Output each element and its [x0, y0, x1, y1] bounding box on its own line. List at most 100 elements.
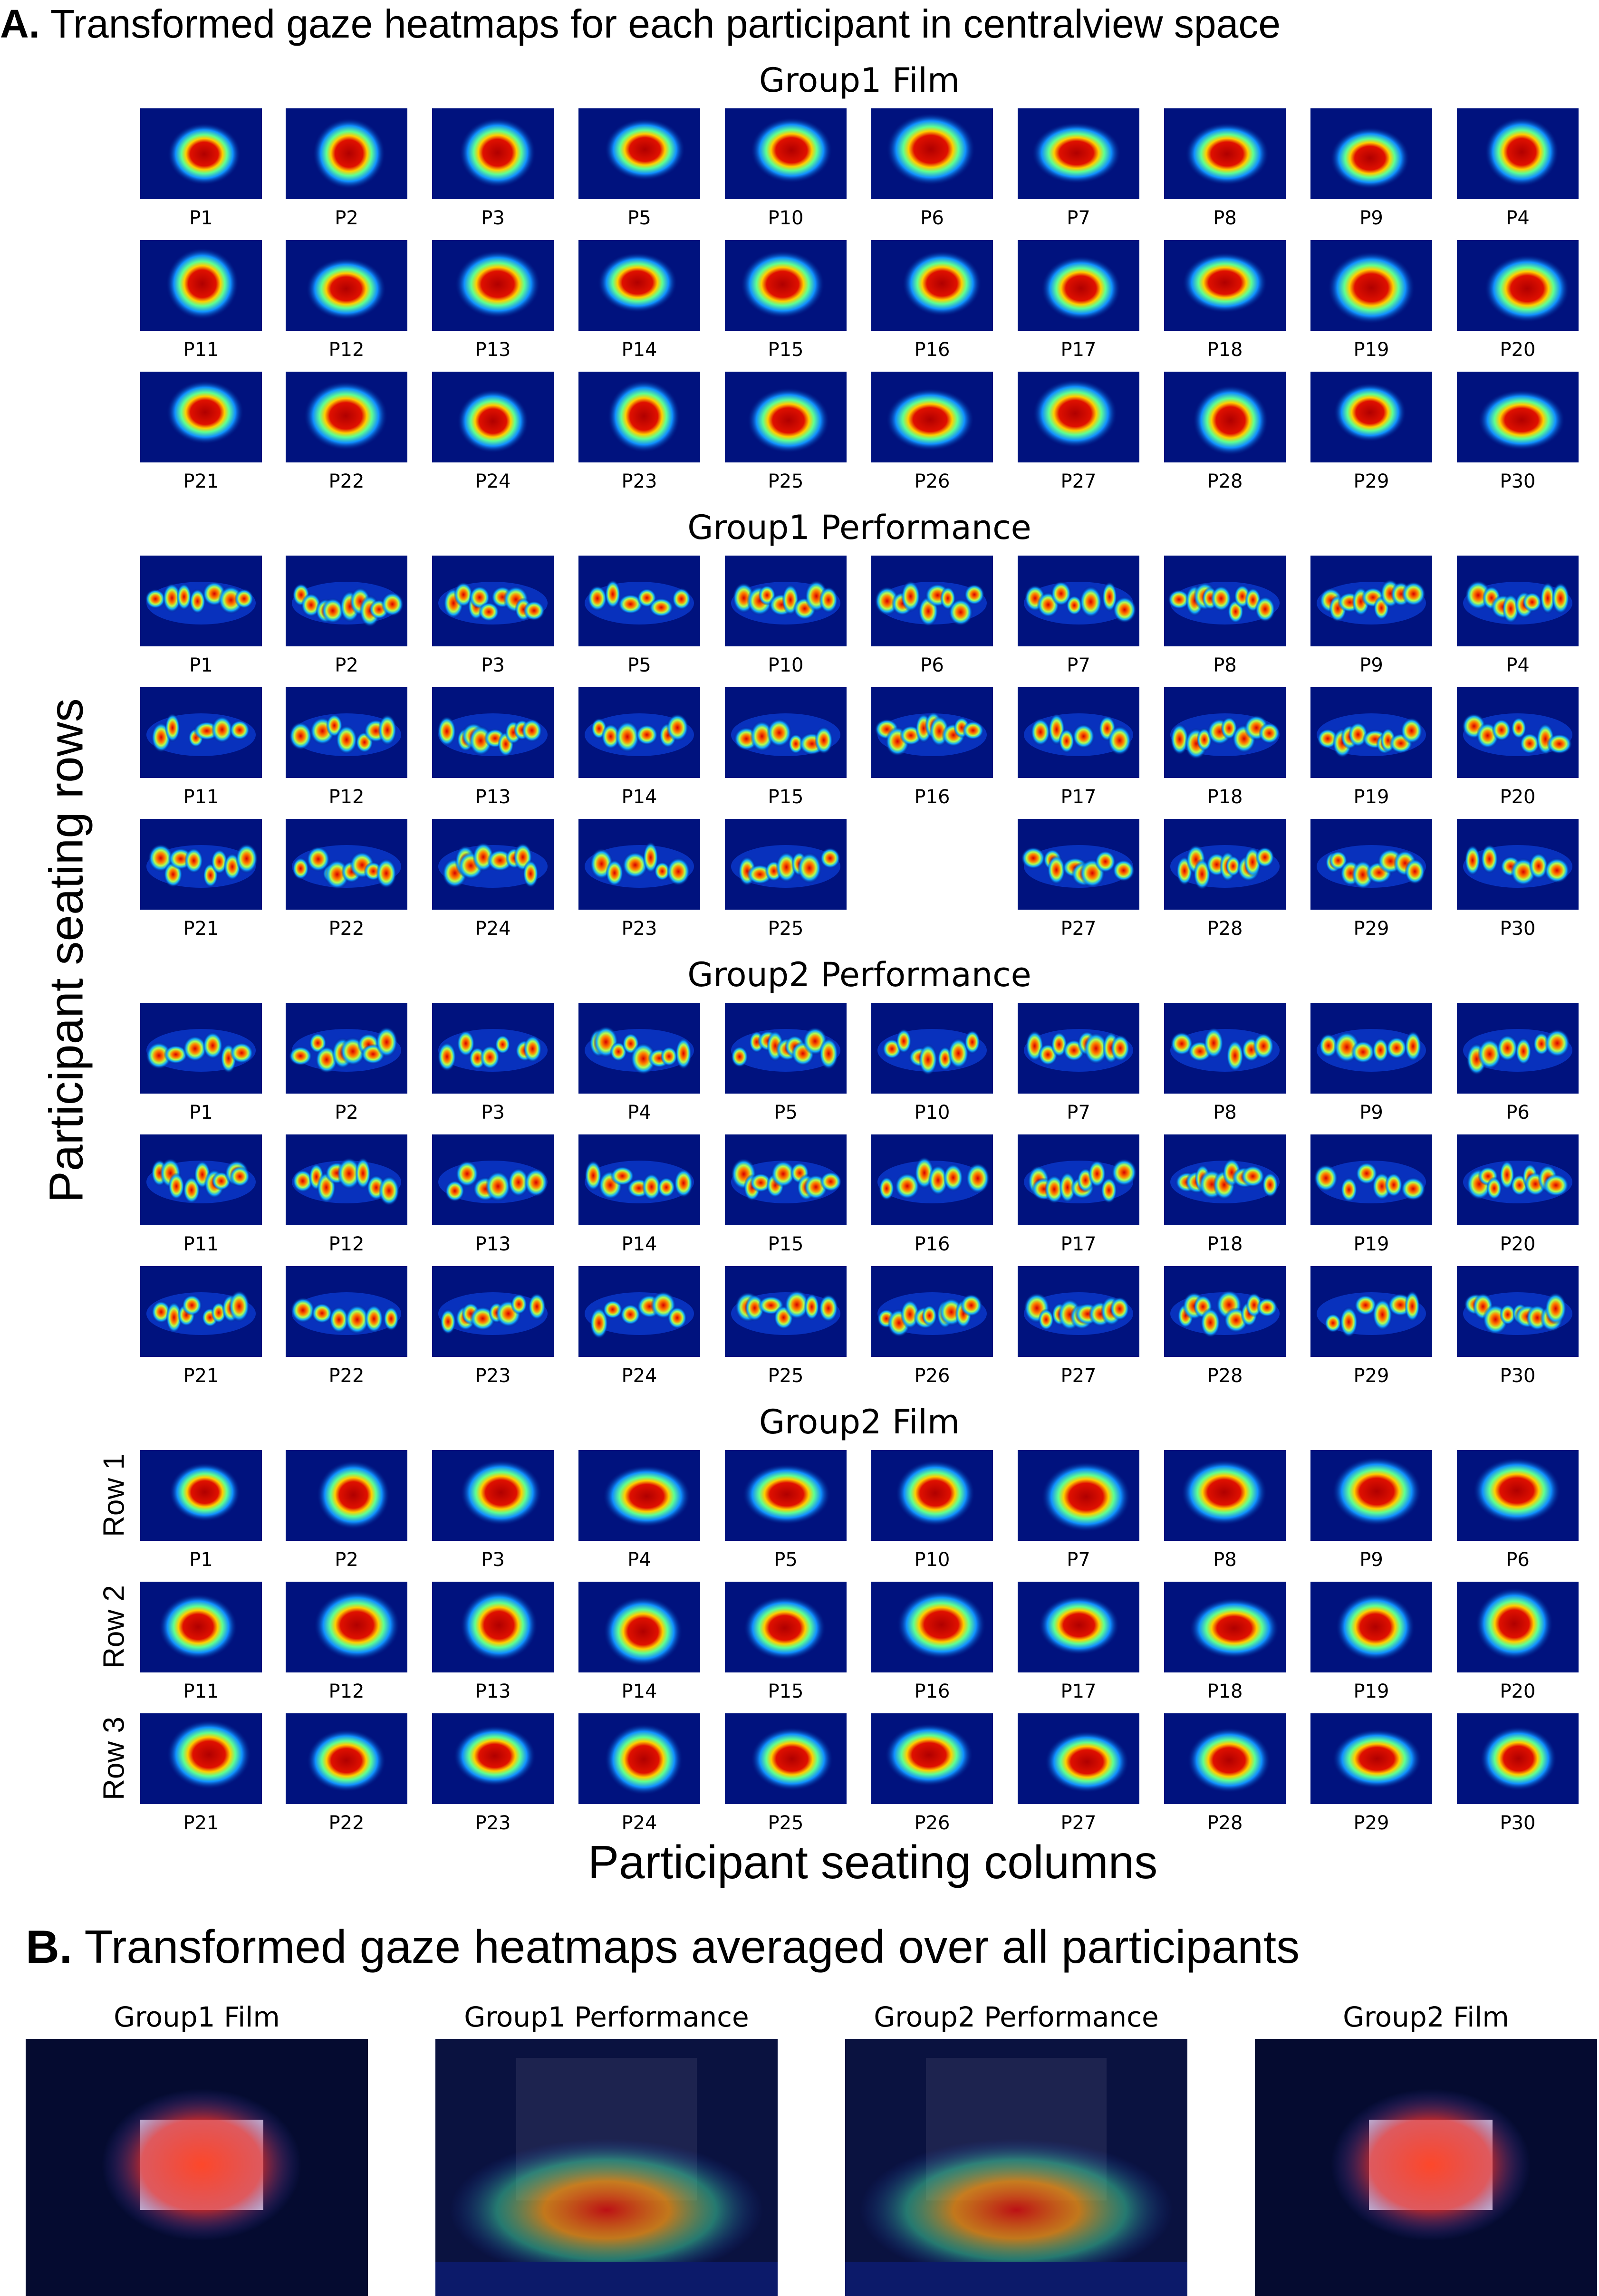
heatmap-tile [1164, 1713, 1286, 1804]
participant-label: P27 [1060, 1365, 1097, 1387]
participant-label: P5 [627, 207, 651, 229]
participant-label: P22 [328, 918, 365, 940]
heatmap-tile [725, 556, 847, 646]
heatmap-tile [140, 819, 262, 910]
participant-label: P8 [1213, 207, 1237, 229]
participant-label: P1 [189, 654, 213, 676]
heatmap-tile [432, 1450, 554, 1541]
participant-label: P24 [621, 1812, 657, 1834]
section-a-heading: A. Transformed gaze heatmaps for each pa… [0, 1, 1281, 47]
heatmap-tile [432, 1713, 554, 1804]
heatmap-tile [1018, 1582, 1139, 1672]
participant-label: P28 [1207, 1365, 1243, 1387]
heatmap-tile [140, 240, 262, 331]
participant-label: P18 [1207, 339, 1243, 361]
heatmap-tile [1457, 1582, 1579, 1672]
participant-label: P10 [914, 1549, 950, 1571]
participant-label: P20 [1500, 786, 1536, 808]
x-axis-label: Participant seating columns [588, 1836, 1158, 1888]
heatmap-tile [140, 687, 262, 778]
heatmap-tile [286, 819, 407, 910]
heatmap-tile [1457, 1713, 1579, 1804]
participant-label: P30 [1500, 1365, 1536, 1387]
average-heatmap [845, 2039, 1187, 2296]
heatmap-tile [578, 372, 700, 462]
participant-label: P3 [481, 1102, 505, 1124]
heatmap-tile [286, 1003, 407, 1094]
heatmap-tile [725, 1582, 847, 1672]
heatmap-tile [1310, 1134, 1432, 1225]
heatmap-tile [140, 1003, 262, 1094]
average-title: Group2 Film [1343, 2001, 1509, 2033]
participant-label: P4 [1506, 654, 1530, 676]
group-title: Group2 Film [759, 1403, 960, 1441]
heatmap-tile [286, 687, 407, 778]
heatmap-tile [1457, 240, 1579, 331]
heatmap-tile [286, 556, 407, 646]
heatmap-tile [1164, 240, 1286, 331]
average-title: Group2 Performance [874, 2001, 1159, 2033]
heatmap-tile [1310, 1266, 1432, 1357]
participant-label: P11 [183, 786, 219, 808]
participant-label: P27 [1060, 471, 1097, 492]
participant-label: P28 [1207, 471, 1243, 492]
participant-label: P15 [768, 1233, 804, 1255]
participant-label: P19 [1353, 1233, 1389, 1255]
heatmap-tile [725, 372, 847, 462]
heatmap-tile [1164, 372, 1286, 462]
participant-label: P9 [1359, 654, 1383, 676]
participant-label: P26 [914, 1365, 950, 1387]
heatmap-tile [432, 1582, 554, 1672]
participant-label: P11 [183, 339, 219, 361]
participant-label: P9 [1359, 1549, 1383, 1571]
heatmap-tile [432, 1266, 554, 1357]
participant-label: P10 [914, 1102, 950, 1124]
heatmap-tile [1164, 687, 1286, 778]
heatmap-tile [578, 819, 700, 910]
participant-label: P29 [1353, 1365, 1389, 1387]
heatmap-tile [871, 1450, 993, 1541]
group-title: Group1 Film [759, 61, 960, 100]
heatmap-tile [1310, 819, 1432, 910]
participant-label: P12 [328, 786, 365, 808]
heatmap-tile [1018, 108, 1139, 199]
heatmap-tile [871, 556, 993, 646]
heatmap-tile [140, 556, 262, 646]
participant-label: P4 [627, 1102, 651, 1124]
heatmap-tile [871, 1713, 993, 1804]
average-title: Group1 Film [114, 2001, 280, 2033]
participant-label: P9 [1359, 1102, 1383, 1124]
heatmap-tile [725, 687, 847, 778]
participant-label: P19 [1353, 339, 1389, 361]
heatmap-tile [578, 1450, 700, 1541]
heatmap-tile [578, 1713, 700, 1804]
heatmap-tile [578, 1266, 700, 1357]
heatmap-tile [1310, 1582, 1432, 1672]
participant-label: P18 [1207, 1233, 1243, 1255]
participant-label: P21 [183, 1812, 219, 1834]
heatmap-tile [1164, 1266, 1286, 1357]
participant-label: P10 [768, 654, 804, 676]
heatmap-tile [1018, 1003, 1139, 1094]
heatmap-tile [1018, 1450, 1139, 1541]
participant-label: P14 [621, 786, 657, 808]
participant-label: P21 [183, 918, 219, 940]
participant-label: P8 [1213, 654, 1237, 676]
participant-label: P2 [335, 1549, 358, 1571]
heatmap-tile [1457, 372, 1579, 462]
heatmap-tile [1164, 1450, 1286, 1541]
participant-label: P24 [475, 471, 511, 492]
row-label: Row 2 [97, 1585, 131, 1669]
participant-label: P17 [1060, 339, 1097, 361]
heatmap-tile [1164, 1582, 1286, 1672]
participant-label: P5 [774, 1549, 798, 1571]
heatmap-tile [725, 240, 847, 331]
participant-label: P29 [1353, 918, 1389, 940]
group-title: Group2 Performance [687, 955, 1031, 994]
participant-label: P23 [621, 918, 657, 940]
heatmap-tile [871, 108, 993, 199]
heatmap-tile [871, 1003, 993, 1094]
heatmap-tile [871, 1582, 993, 1672]
participant-label: P7 [1067, 207, 1090, 229]
participant-label: P25 [768, 1365, 804, 1387]
